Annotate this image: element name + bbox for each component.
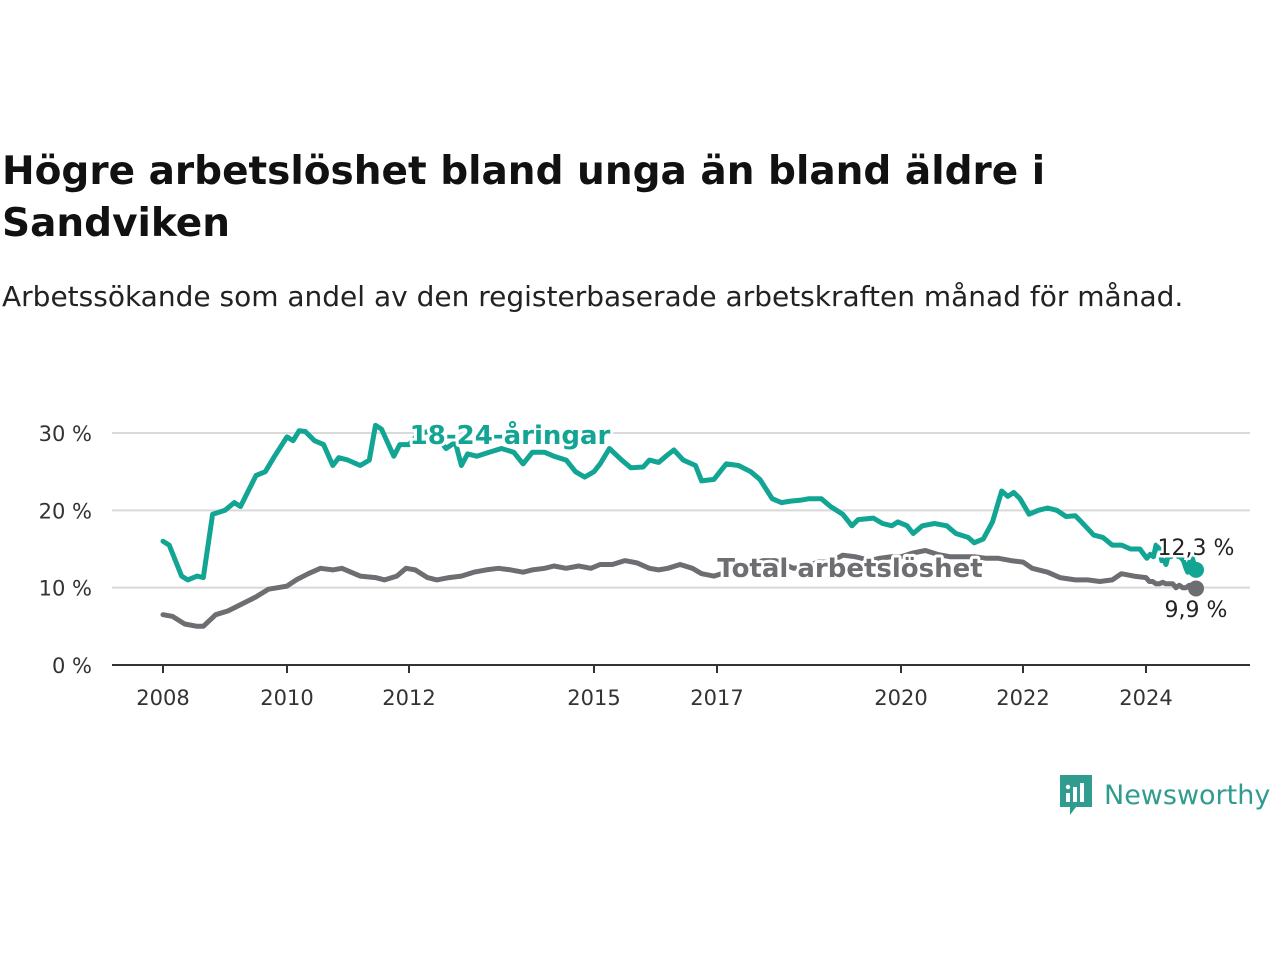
x-tick-label: 2010 [260,686,313,710]
newsworthy-brand: Newsworthy [1058,770,1270,820]
brand-name: Newsworthy [1104,779,1271,811]
y-tick-label: 20 % [39,499,92,523]
y-tick-label: 10 % [39,577,92,601]
x-tick-label: 2022 [996,686,1049,710]
end-value-label: 9,9 % [1165,598,1228,623]
x-tick-label: 2012 [382,686,435,710]
x-tick-label: 2017 [690,686,743,710]
x-tick-label: 2015 [567,686,620,710]
x-axis-ticks: 2008 2010 2012 2015 2017 2020 2022 2024 [136,665,1173,710]
series-end-point-1 [1188,580,1204,597]
series-line-1 [160,548,1199,629]
y-tick-label: 0 % [52,654,92,678]
series-lines [160,422,1204,629]
end-value-label: 12,3 % [1158,536,1235,561]
x-tick-label: 2024 [1119,686,1172,710]
x-tick-label: 2008 [136,686,189,710]
chart-subtitle: Arbetssökande som andel av den registerb… [2,280,1184,313]
series-label: Total arbetslöshet [717,554,982,584]
series-line-0 [160,422,1199,583]
x-tick-label: 2020 [874,686,927,710]
series-end-point-0 [1188,561,1204,578]
series-label: 18-24-åringar [410,419,611,451]
y-axis-ticks: 0 % 10 % 20 % 30 % [39,422,92,678]
chart-title: Högre arbetslöshet bland unga än bland ä… [2,149,1046,246]
newsworthy-logo-icon [1060,775,1092,815]
y-tick-label: 30 % [39,422,92,446]
series-labels: 18-24-åringar 12,3 % Total arbetslöshet 9,9… [407,416,1237,626]
